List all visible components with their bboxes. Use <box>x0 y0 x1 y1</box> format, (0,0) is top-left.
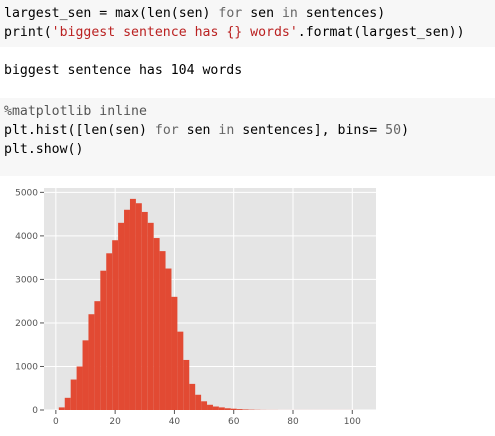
x-tick-label: 80 <box>287 417 299 427</box>
y-tick-label: 4000 <box>15 232 38 242</box>
histogram-bar <box>100 271 106 410</box>
x-tick-label: 60 <box>228 417 240 427</box>
y-tick-label: 5000 <box>15 188 38 198</box>
code-token: .format(largest_sen)) <box>298 25 465 40</box>
histogram-bar <box>148 223 154 410</box>
histogram-bar <box>171 297 177 410</box>
histogram-bar <box>219 407 225 410</box>
code-token: in <box>282 6 298 21</box>
cell-output-text: biggest sentence has 104 words <box>4 61 242 80</box>
code-line: plt.hist([len(sen) for sen in sentences]… <box>4 121 495 140</box>
x-tick-label: 40 <box>169 417 181 427</box>
y-tick-label: 3000 <box>15 275 38 285</box>
y-tick-label: 2000 <box>15 319 38 329</box>
code-token: 'biggest sentence has {} words' <box>52 25 298 40</box>
code-token: largest_sen <box>4 6 91 21</box>
histogram-bar <box>195 395 201 410</box>
code-token: len <box>147 6 171 21</box>
code-token: (sen) <box>107 123 155 138</box>
histogram-bar <box>225 408 231 410</box>
code-token: len <box>83 123 107 138</box>
histogram-bar <box>231 409 237 410</box>
histogram-bar <box>94 301 100 410</box>
code-token: plt.hist([ <box>4 123 83 138</box>
code-token: ( <box>44 25 52 40</box>
code-token: for <box>218 6 242 21</box>
code-token: (sen) <box>171 6 219 21</box>
histogram-bar <box>237 409 243 410</box>
code-token: 50 <box>385 123 401 138</box>
histogram-bar <box>112 240 118 410</box>
code-line: %matplotlib inline <box>4 102 495 121</box>
histogram-bar <box>106 253 112 410</box>
code-token: = <box>369 123 385 138</box>
code-token: sentences) <box>298 6 385 21</box>
histogram-bar <box>88 314 94 410</box>
code-token: sentences], bins <box>234 123 369 138</box>
histogram-bar <box>136 203 142 410</box>
histogram-bar <box>154 238 160 410</box>
histogram-bar <box>166 269 172 410</box>
x-tick-label: 100 <box>344 417 361 427</box>
histogram-bar <box>213 407 219 410</box>
code-line: largest_sen = max(len(sen) for sen in se… <box>4 4 495 23</box>
histogram-bar <box>71 380 77 410</box>
histogram-bar <box>130 199 136 410</box>
code-token: = <box>91 6 115 21</box>
x-tick-label: 0 <box>53 417 59 427</box>
code-token: plt.show() <box>4 142 83 157</box>
histogram-bar <box>207 405 213 410</box>
code-cell-2[interactable]: %matplotlib inline plt.hist([len(sen) for… <box>0 98 495 176</box>
histogram-bar <box>65 398 71 410</box>
histogram-bar <box>243 409 249 410</box>
code-token: ( <box>139 6 147 21</box>
histogram-bar <box>177 332 183 410</box>
code-cell-1[interactable]: largest_sen = max(len(sen) for sen in se… <box>0 0 495 47</box>
code-token: sen <box>242 6 282 21</box>
histogram-bar <box>189 384 195 410</box>
code-line: print('biggest sentence has {} words'.fo… <box>4 23 495 42</box>
code-token: max <box>115 6 139 21</box>
y-tick-label: 0 <box>32 406 38 416</box>
histogram-bar <box>201 401 207 410</box>
code-line: plt.show() <box>4 140 495 159</box>
histogram-bar <box>124 210 130 410</box>
histogram-bar <box>59 407 65 410</box>
histogram-bar <box>83 340 89 410</box>
x-tick-label: 20 <box>109 417 121 427</box>
code-token: %matplotlib inline <box>4 104 147 119</box>
histogram-bar <box>142 212 148 410</box>
code-token: ) <box>401 123 409 138</box>
code-token: print <box>4 25 44 40</box>
code-token: sen <box>179 123 219 138</box>
code-token: in <box>218 123 234 138</box>
histogram-bar <box>183 360 189 410</box>
y-tick-label: 1000 <box>15 362 38 372</box>
histogram-bar <box>118 223 124 410</box>
histogram-bar <box>160 251 166 410</box>
histogram-bar <box>77 366 83 410</box>
code-token: for <box>155 123 179 138</box>
